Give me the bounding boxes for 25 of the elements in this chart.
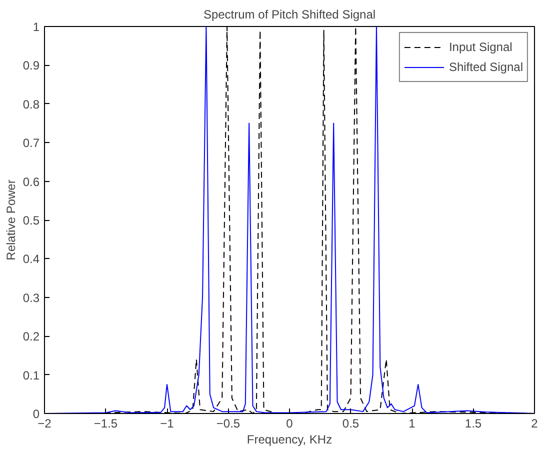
x-axis-title: Frequency, KHz bbox=[246, 432, 332, 446]
x-tick-label: 0 bbox=[286, 416, 294, 430]
y-axis-title: Relative Power bbox=[4, 180, 18, 260]
y-tick-label: 0.7 bbox=[22, 136, 40, 150]
y-tick-label: 0.1 bbox=[22, 368, 40, 382]
legend-label: Shifted Signal bbox=[448, 60, 523, 74]
y-tick-label: 0.4 bbox=[22, 252, 40, 266]
chart-title: Spectrum of Pitch Shifted Signal bbox=[203, 8, 376, 22]
y-tick-label: 0.8 bbox=[22, 97, 40, 112]
x-tick-label: −0.5 bbox=[216, 416, 240, 430]
y-tick-label: 0 bbox=[32, 407, 40, 421]
x-tick-label: 2 bbox=[531, 416, 538, 430]
x-tick-label: −1.5 bbox=[94, 416, 118, 430]
y-tick-label: 0.5 bbox=[22, 214, 40, 228]
x-tick-label: −1 bbox=[160, 416, 174, 430]
x-tick-label: −2 bbox=[38, 416, 52, 430]
x-tick-label: 1.5 bbox=[464, 416, 482, 430]
legend-label: Input Signal bbox=[448, 40, 512, 54]
y-tick-label: 0.3 bbox=[22, 290, 40, 305]
x-tick-label: 1 bbox=[408, 416, 416, 430]
x-tick-label: 0.5 bbox=[342, 416, 360, 430]
y-tick-label: 0.9 bbox=[22, 58, 40, 73]
y-tick-label: 0.2 bbox=[22, 330, 40, 344]
y-tick-label: 0.6 bbox=[22, 174, 40, 189]
y-tick-label: 1 bbox=[32, 20, 40, 34]
